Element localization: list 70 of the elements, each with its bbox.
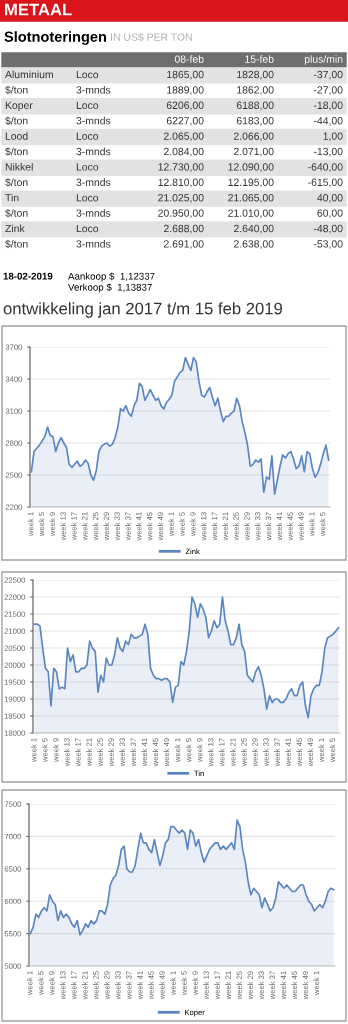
text: Verkoop $ 1,13837 — [68, 283, 152, 293]
text: -18,00 — [313, 101, 343, 111]
text: -615,00 — [308, 178, 343, 188]
text: Loco — [76, 70, 99, 79]
text: 21.010,00 — [228, 209, 274, 219]
text: 6183,00 — [236, 117, 274, 126]
text: 12.730,00 — [158, 163, 204, 172]
text: Lood — [5, 132, 28, 140]
text: Nikkel — [5, 162, 33, 171]
text: -37,00 — [313, 70, 343, 80]
text: 3-mnds — [76, 209, 111, 217]
text: IN US$ PER TON — [111, 32, 192, 42]
text: Koper — [5, 101, 33, 112]
text: Aluminium — [5, 70, 53, 79]
text: Tin — [5, 193, 19, 202]
text: 3-mnds — [76, 147, 111, 156]
text: 3-mnds — [76, 85, 111, 94]
text: $/ton — [5, 147, 28, 156]
text: -13,00 — [313, 147, 343, 157]
text: 60,00 — [317, 209, 343, 219]
text: 1862,00 — [237, 86, 274, 95]
text: 3-mnds — [76, 116, 111, 125]
text: 1828,00 — [237, 70, 274, 80]
text: 12.810,00 — [158, 178, 204, 188]
text: 2.691,00 — [163, 240, 204, 249]
text: Aankoop $ 1,12337 — [68, 272, 155, 282]
text: $/ton — [5, 85, 28, 95]
text: -44,00 — [313, 117, 343, 126]
text: 2.688,00 — [163, 224, 204, 234]
text: Loco — [76, 224, 99, 233]
text: 2.066,00 — [233, 132, 274, 142]
text: 6206,00 — [166, 101, 204, 111]
text: ontwikkeling jan 2017 t/m 15 feb 2019 — [3, 302, 283, 318]
text: $/ton — [5, 208, 28, 218]
text: 3-mnds — [76, 178, 111, 186]
category-label: 15-feb — [245, 55, 274, 63]
text: 2.065,00 — [163, 132, 204, 142]
text: 6188,00 — [236, 101, 274, 111]
text: Loco — [76, 163, 99, 171]
text: -640,00 — [308, 163, 343, 172]
text: Loco — [76, 194, 99, 202]
text: 2.638,00 — [233, 240, 274, 249]
text: Loco — [76, 101, 99, 109]
text: 1889,00 — [167, 86, 204, 95]
text: 1,00 — [323, 132, 343, 142]
text: 21.065,00 — [228, 194, 274, 203]
text: -27,00 — [313, 86, 343, 95]
text: -53,00 — [313, 240, 343, 249]
text: 2.640,00 — [233, 224, 274, 234]
text: 6227,00 — [166, 117, 204, 126]
text: 2.084,00 — [163, 147, 204, 157]
text: $/ton — [5, 116, 28, 126]
text: Loco — [76, 132, 99, 140]
text: Slotnoteringen — [4, 31, 106, 45]
text: $/ton — [5, 178, 28, 187]
text: 21.025,00 — [158, 194, 204, 203]
text: 3-mnds — [76, 239, 111, 248]
category-label: 08-feb — [174, 55, 204, 63]
text: $/ton — [5, 239, 28, 249]
text: 1865,00 — [167, 70, 204, 80]
text: 20.950,00 — [158, 209, 204, 219]
text: METAAL — [5, 3, 72, 16]
text: -48,00 — [313, 224, 343, 234]
text: Zink — [5, 224, 25, 233]
text: 40,00 — [317, 194, 343, 203]
text: 12.090,00 — [228, 163, 274, 172]
text: 12.195,00 — [228, 178, 274, 188]
category-label: plus/min — [304, 55, 343, 65]
text: 2.071,00 — [233, 147, 274, 157]
text: 18-02-2019 — [3, 272, 53, 280]
